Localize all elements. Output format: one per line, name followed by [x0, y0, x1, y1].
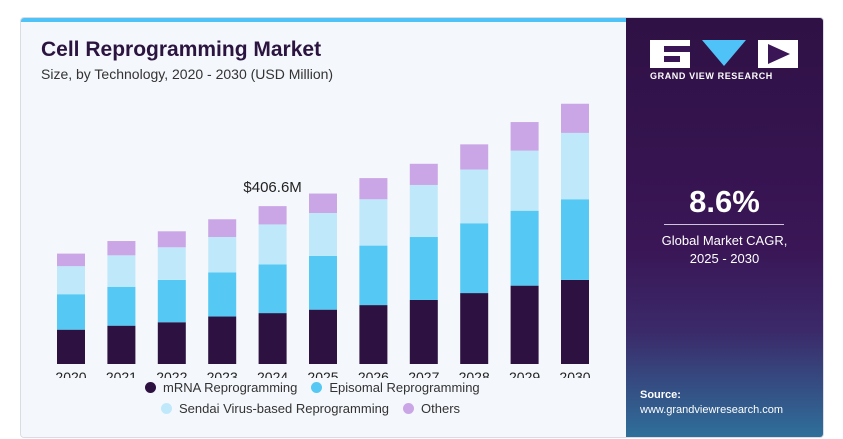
legend-label-sendai: Sendai Virus-based Reprogramming: [179, 401, 390, 416]
source-link[interactable]: www.grandviewresearch.com: [640, 404, 784, 416]
bar-segment-2024-mrna-reprogramming: [258, 313, 287, 364]
bar-segment-2020-episomal-reprogramming: [57, 294, 85, 330]
legend-swatch-episomal: [311, 382, 323, 393]
x-tick-label-2028: 2028: [459, 369, 490, 378]
legend-item-sendai: Sendai Virus-based Reprogramming: [161, 401, 389, 416]
cagr-label-line2: 2025 - 2030: [689, 251, 760, 266]
x-tick-label-2025: 2025: [307, 369, 338, 378]
x-tick-label-2022: 2022: [156, 369, 187, 378]
bar-segment-2022-episomal-reprogramming: [157, 279, 186, 323]
bar-segment-2026-others: [359, 178, 388, 200]
bar-segment-2020-others: [57, 253, 85, 267]
chart-subtitle: Size, by Technology, 2020 - 2030 (USD Mi…: [41, 66, 334, 82]
bar-segment-2029-mrna-reprogramming: [510, 285, 539, 364]
bar-segment-2023-mrna-reprogramming: [208, 316, 237, 364]
x-tick-label-2026: 2026: [358, 369, 389, 378]
cagr-label: Global Market CAGR, 2025 - 2030: [626, 232, 823, 268]
bar-segment-2026-mrna-reprogramming: [359, 305, 388, 364]
logo-text: GRAND VIEW RESEARCH: [650, 71, 773, 81]
chart-card: Cell Reprogramming Market Size, by Techn…: [20, 17, 824, 438]
x-tick-label-2020: 2020: [55, 369, 86, 378]
x-tick-label-2024: 2024: [257, 369, 288, 378]
bar-segment-2021-sendai-virus-based-reprogramming: [107, 255, 136, 287]
bar-segment-2028-others: [460, 144, 489, 170]
cagr-label-line1: Global Market CAGR,: [661, 233, 788, 248]
bar-segment-2026-sendai-virus-based-reprogramming: [359, 199, 388, 246]
x-tick-label-2030: 2030: [559, 369, 590, 378]
bar-segment-2027-mrna-reprogramming: [409, 299, 438, 364]
legend-item-others: Others: [403, 401, 460, 416]
bar-segment-2028-mrna-reprogramming: [460, 293, 489, 364]
bar-segment-2021-episomal-reprogramming: [107, 286, 136, 326]
bar-segment-2030-sendai-virus-based-reprogramming: [561, 132, 589, 200]
bar-segment-2020-mrna-reprogramming: [57, 329, 85, 364]
bar-segment-2023-sendai-virus-based-reprogramming: [208, 237, 237, 273]
bar-segment-2029-sendai-virus-based-reprogramming: [510, 150, 539, 211]
bar-segment-2030-others: [561, 103, 589, 133]
legend-item-episomal: Episomal Reprogramming: [311, 380, 480, 395]
bar-segment-2020-sendai-virus-based-reprogramming: [57, 266, 85, 295]
legend-label-others: Others: [421, 401, 461, 416]
bar-segment-2029-episomal-reprogramming: [510, 210, 539, 286]
cagr-divider: [664, 224, 784, 225]
legend-label-mrna: mRNA Reprogramming: [163, 380, 298, 395]
bar-segment-2025-others: [309, 193, 337, 213]
legend-swatch-others: [403, 403, 415, 414]
bar-segment-2028-episomal-reprogramming: [460, 223, 489, 294]
bar-segment-2029-others: [510, 122, 539, 151]
chart-title: Cell Reprogramming Market: [41, 38, 322, 61]
cagr-value: 8.6%: [689, 184, 760, 219]
x-tick-label-2027: 2027: [408, 369, 439, 378]
bar-segment-2022-sendai-virus-based-reprogramming: [157, 247, 186, 280]
accent-line: [21, 18, 626, 22]
bar-segment-2027-episomal-reprogramming: [409, 237, 438, 300]
bar-segment-2021-mrna-reprogramming: [107, 325, 136, 364]
bar-segment-2030-mrna-reprogramming: [561, 279, 589, 364]
bar-segment-2028-sendai-virus-based-reprogramming: [460, 169, 489, 224]
stacked-bar-chart: 2020 2021 2022 2023 2024 $406.6M 2025 2026 2027 2…: [55, 103, 591, 378]
grand-view-research-logo-icon: [650, 40, 798, 68]
bar-segment-2024-sendai-virus-based-reprogramming: [258, 224, 287, 265]
x-tick-label-2023: 2023: [207, 369, 238, 378]
chart-panel: Cell Reprogramming Market Size, by Techn…: [21, 18, 626, 437]
x-tick-label-2021: 2021: [106, 369, 137, 378]
legend-row-1: mRNA Reprogramming Episomal Reprogrammin…: [145, 380, 494, 395]
bar-segment-2025-sendai-virus-based-reprogramming: [309, 212, 337, 256]
x-tick-label-2029: 2029: [509, 369, 540, 378]
bar-segment-2030-episomal-reprogramming: [561, 199, 589, 280]
legend-row-2: Sendai Virus-based Reprogramming Others: [161, 401, 474, 416]
legend-swatch-mrna: [145, 382, 156, 393]
summary-panel: GRAND VIEW RESEARCH 8.6% Global Market C…: [626, 18, 823, 437]
bar-segment-2022-others: [157, 231, 186, 248]
bar-segment-2025-mrna-reprogramming: [309, 309, 337, 364]
bar-segment-2022-mrna-reprogramming: [157, 322, 186, 364]
data-label-2024: $406.6M: [243, 179, 301, 196]
bar-segment-2023-others: [208, 219, 237, 238]
bar-segment-2021-others: [107, 241, 136, 256]
bar-segment-2027-sendai-virus-based-reprogramming: [409, 184, 438, 238]
source-label: Source:: [640, 389, 681, 401]
legend-swatch-sendai: [161, 403, 172, 414]
bar-segment-2027-others: [409, 163, 438, 185]
bar-segment-2023-episomal-reprogramming: [208, 272, 237, 317]
bar-segment-2025-episomal-reprogramming: [309, 255, 337, 310]
bar-segment-2024-others: [258, 206, 287, 225]
legend-label-episomal: Episomal Reprogramming: [329, 380, 480, 395]
bar-segment-2026-episomal-reprogramming: [359, 245, 388, 306]
legend-item-mrna: mRNA Reprogramming: [145, 380, 297, 395]
bar-segment-2024-episomal-reprogramming: [258, 264, 287, 314]
